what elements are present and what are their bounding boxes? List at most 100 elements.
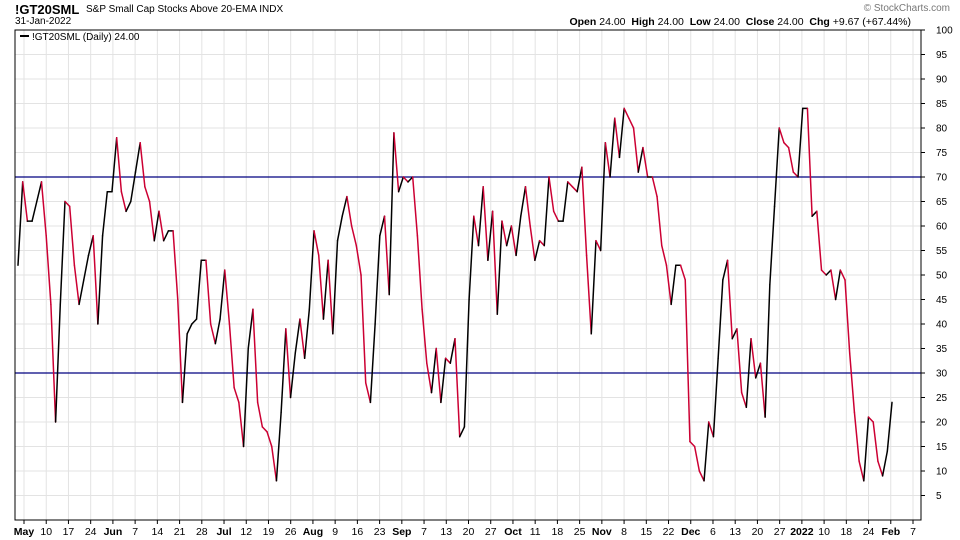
line-segment — [233, 386, 240, 404]
line-segment — [759, 362, 766, 418]
line-segment — [242, 347, 249, 448]
x-tick-label: 16 — [352, 526, 364, 538]
line-segment — [31, 200, 38, 222]
line-segment — [214, 318, 221, 345]
line-segment — [209, 323, 217, 345]
y-tick-label: 5 — [936, 491, 942, 502]
line-segment — [17, 181, 24, 266]
line-segment — [614, 117, 621, 159]
line-segment — [195, 259, 203, 320]
line-segment — [543, 176, 550, 247]
line-segment — [623, 107, 630, 119]
line-segment — [186, 323, 193, 335]
line-segment — [651, 176, 658, 198]
ohlc-readout: Open 24.00 High 24.00 Low 24.00 Close 24… — [569, 16, 911, 28]
line-segment — [78, 279, 85, 306]
data-series — [17, 107, 893, 482]
line-segment — [379, 215, 386, 237]
line-segment — [64, 200, 71, 208]
line-segment — [275, 411, 282, 482]
y-tick-label: 60 — [936, 222, 948, 233]
line-segment — [383, 215, 390, 296]
line-segment — [313, 230, 320, 257]
line-segment — [454, 337, 461, 438]
line-segment — [707, 421, 715, 438]
line-segment — [867, 416, 874, 423]
line-segment — [317, 254, 325, 320]
line-segment — [92, 235, 99, 325]
line-segment — [332, 239, 339, 335]
line-segment — [886, 401, 893, 453]
line-segment — [68, 205, 76, 266]
line-segment — [571, 186, 578, 193]
line-segment — [604, 141, 611, 178]
low-label: Low — [689, 16, 711, 28]
x-tick-label: May — [14, 526, 35, 538]
line-segment — [463, 298, 470, 428]
line-segment — [538, 239, 546, 247]
line-segment — [642, 146, 649, 178]
y-tick-label: 80 — [936, 124, 948, 135]
line-segment — [393, 132, 400, 193]
x-tick-label: 13 — [440, 526, 452, 538]
y-tick-label: 30 — [936, 369, 948, 380]
line-segment — [754, 362, 762, 379]
line-segment — [585, 254, 593, 335]
line-segment — [825, 269, 832, 276]
y-tick-label: 25 — [936, 393, 948, 404]
line-segment — [670, 264, 677, 306]
x-tick-label: 17 — [63, 526, 75, 538]
line-segment — [848, 352, 856, 413]
line-segment — [712, 357, 719, 438]
line-segment — [299, 318, 306, 360]
chart-description: S&P Small Cap Stocks Above 20-EMA — [86, 4, 257, 15]
line-segment — [125, 200, 132, 213]
line-segment — [590, 239, 597, 335]
line-segment — [426, 362, 433, 394]
line-segment — [228, 323, 235, 389]
open-label: Open — [569, 16, 597, 28]
close-value: 24.00 — [777, 16, 804, 28]
line-segment — [303, 308, 311, 360]
line-segment — [529, 225, 536, 262]
line-segment — [778, 127, 785, 144]
chart-subtitle: S&P Small Cap Stocks Above 20-EMA INDX — [86, 4, 283, 15]
line-segment — [285, 328, 292, 399]
line-segment — [360, 274, 367, 384]
line-segment — [820, 269, 827, 276]
line-segment — [115, 137, 123, 193]
x-tick-label: Oct — [504, 526, 522, 538]
line-segment — [665, 264, 672, 306]
line-segment — [468, 215, 475, 301]
line-segment — [792, 171, 799, 178]
line-segment — [491, 210, 499, 315]
line-segment — [411, 176, 419, 237]
y-tick-label: 95 — [936, 50, 948, 61]
line-segment — [172, 230, 179, 301]
line-segment — [524, 186, 531, 227]
line-segment — [449, 337, 456, 364]
x-tick-label: 14 — [152, 526, 164, 538]
line-segment — [158, 210, 165, 242]
line-segment — [83, 254, 90, 281]
line-segment — [191, 318, 198, 325]
x-tick-label: 2022 — [790, 526, 814, 538]
line-segment — [731, 328, 738, 340]
y-tick-label: 75 — [936, 148, 948, 159]
line-segment — [693, 445, 701, 472]
line-segment — [863, 416, 870, 482]
line-segment — [520, 186, 527, 217]
line-segment — [130, 171, 137, 203]
line-segment — [661, 244, 668, 266]
x-tick-label: Aug — [303, 526, 323, 538]
legend-label: !GT20SML (Daily) 24.00 — [32, 32, 140, 43]
close-label: Close — [745, 16, 775, 28]
y-tick-label: 90 — [936, 75, 948, 86]
line-segment — [487, 210, 494, 262]
x-tick-label: 7 — [421, 526, 427, 538]
line-segment — [581, 166, 588, 257]
x-tick-label: Feb — [881, 526, 900, 538]
line-segment — [54, 303, 62, 423]
x-tick-label: 24 — [85, 526, 97, 538]
line-segment — [402, 176, 409, 183]
